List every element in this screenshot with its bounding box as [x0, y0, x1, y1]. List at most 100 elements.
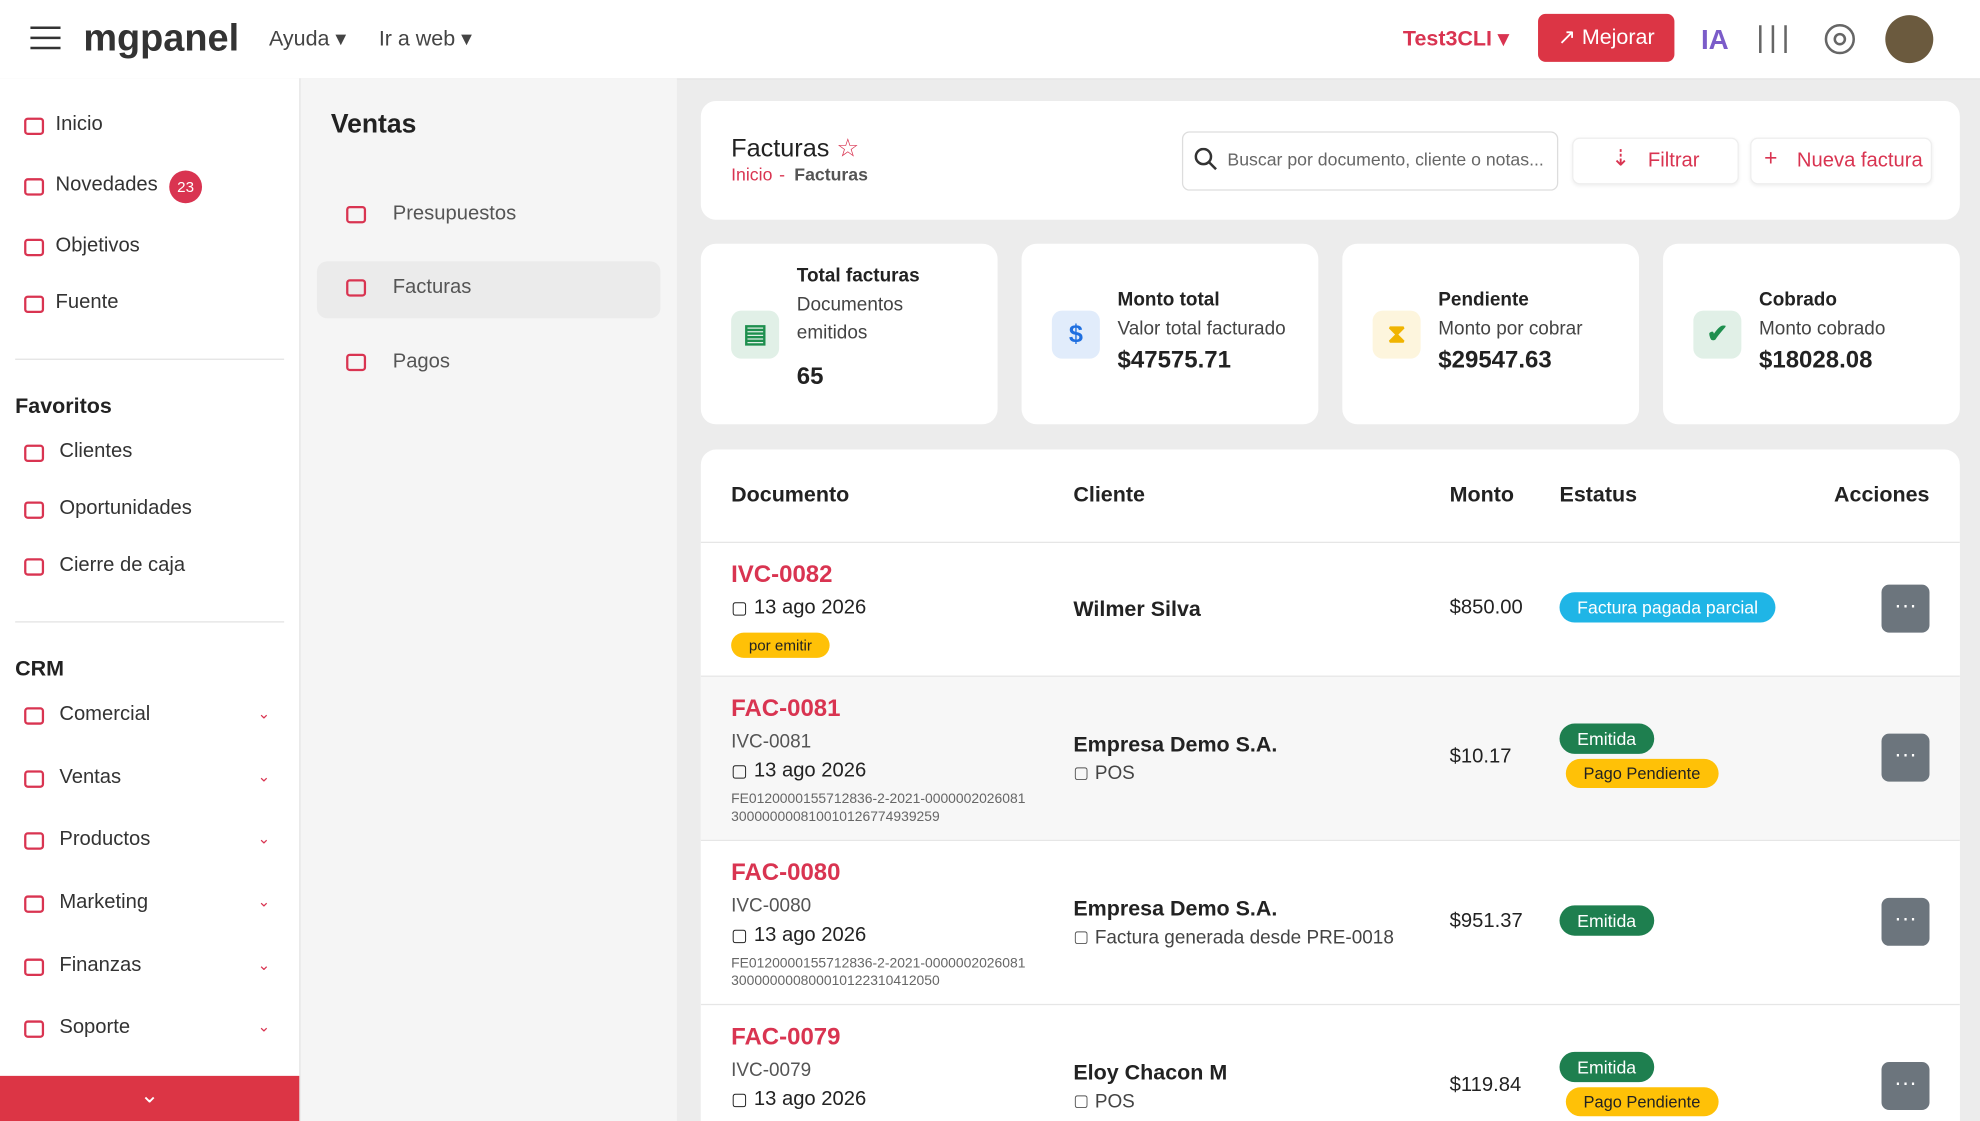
- nav-link[interactable]: Ir a web ▾: [378, 26, 472, 51]
- submenu-icon: [345, 351, 368, 380]
- search-placeholder: Buscar por documento, cliente o notas...: [1227, 149, 1544, 170]
- doc-ref: IVC-0081: [731, 731, 812, 753]
- section-title: Favoritos: [15, 393, 112, 418]
- sidebar-icon: [23, 893, 46, 922]
- breadcrumb[interactable]: Inicio: [731, 164, 773, 185]
- button-label[interactable]: Nueva factura: [1796, 150, 1923, 172]
- chevron: ⌄: [257, 829, 271, 848]
- client: Empresa Demo S.A.: [1073, 896, 1278, 921]
- sidebar-icon: [23, 1018, 46, 1047]
- settings[interactable]: [1755, 20, 1881, 58]
- button[interactable]: Filtrar ⇣: [1572, 137, 1739, 185]
- doc-date-icon: ▢: [731, 1088, 748, 1109]
- sidebar-item[interactable]: Cierre de caja: [59, 554, 186, 576]
- sidebar-item[interactable]: Inicio: [55, 113, 103, 136]
- doc-link[interactable]: FAC-0079: [731, 1024, 841, 1051]
- sidebar-item[interactable]: Novedades: [55, 174, 158, 196]
- sidebar-item[interactable]: Productos: [59, 828, 151, 850]
- sidebar-item[interactable]: Ventas: [59, 766, 122, 788]
- actions-button[interactable]: ···: [1881, 1061, 1930, 1110]
- sidebar-icon: [23, 705, 46, 734]
- doc-date: 13 ago 2026: [753, 924, 867, 946]
- actions-button[interactable]: ···: [1881, 733, 1930, 782]
- stat-value: $18028.08: [1759, 347, 1873, 374]
- sidebar-icon: [23, 115, 46, 144]
- column-header: Monto: [1449, 482, 1515, 507]
- account[interactable]: Test3CLI ▾: [1402, 26, 1509, 51]
- actions-button[interactable]: ···: [1881, 897, 1930, 946]
- section-title: CRM: [15, 656, 65, 681]
- actions-button[interactable]: ···: [1881, 584, 1930, 633]
- stat-subtitle: Monto cobrado: [1759, 318, 1886, 340]
- sidebar-item[interactable]: Fuente: [55, 291, 119, 314]
- submenu-item[interactable]: Presupuestos: [392, 203, 517, 225]
- amount: $119.84: [1449, 1074, 1522, 1097]
- nav-link[interactable]: Ayuda ▾: [268, 26, 347, 51]
- sidebar-icon: [23, 442, 46, 471]
- sidebar-item[interactable]: Soporte: [59, 1016, 131, 1038]
- fe-code: 300000000810010126774939259: [731, 809, 940, 825]
- stat-card: ▤ Total facturas Documentos emitidos 65: [700, 243, 998, 425]
- sidebar-item[interactable]: Oportunidades: [59, 497, 192, 519]
- column-header: Estatus: [1559, 482, 1638, 507]
- note: POS: [1094, 762, 1135, 785]
- stat-subtitle: Valor total facturado: [1117, 318, 1286, 340]
- client: Empresa Demo S.A.: [1073, 732, 1278, 757]
- status-pill: Emitida: [1559, 723, 1654, 754]
- sidebar-item[interactable]: Objetivos: [55, 234, 140, 257]
- brand: mgpanel: [83, 17, 240, 60]
- amount: $850.00: [1449, 597, 1523, 619]
- submenu-item[interactable]: Pagos: [392, 351, 451, 373]
- sidebar-item[interactable]: Marketing: [59, 891, 149, 913]
- sidebar-icon: [23, 499, 46, 528]
- chevron: ⌄: [257, 767, 271, 786]
- doc-ref: IVC-0079: [731, 1059, 812, 1081]
- upgrade-label[interactable]: Mejorar: [1581, 25, 1655, 50]
- stat-card: ⧗ Pendiente Monto por cobrar $29547.63: [1342, 243, 1640, 425]
- button-icon: +: [1764, 145, 1778, 171]
- upgrade-button[interactable]: ↗ Mejorar: [1538, 13, 1675, 62]
- client: Eloy Chacon M: [1073, 1060, 1228, 1085]
- stat-title: Total facturas: [796, 265, 920, 287]
- breadcrumb: Facturas: [794, 164, 868, 185]
- status-pill: Emitida: [1559, 905, 1654, 936]
- avatar[interactable]: [1885, 15, 1934, 64]
- stat-value: 65: [796, 363, 824, 391]
- doc-link[interactable]: FAC-0080: [731, 859, 841, 887]
- sidebar-icon: [23, 236, 46, 265]
- collapse-bar[interactable]: ⌄: [0, 1075, 300, 1121]
- button-icon: ⇣: [1611, 145, 1631, 171]
- chevron: ⌄: [257, 1017, 271, 1036]
- tag: por emitir: [731, 632, 830, 658]
- search-box[interactable]: [1181, 131, 1559, 191]
- stat-icon: $: [1051, 310, 1100, 359]
- amount: $951.37: [1449, 910, 1523, 932]
- doc-date: 13 ago 2026: [753, 760, 867, 782]
- column-header: Acciones: [1834, 482, 1930, 507]
- sidebar-icon: [23, 956, 46, 985]
- sidebar-item[interactable]: Finanzas: [59, 954, 142, 977]
- doc-date-icon: ▢: [731, 597, 748, 618]
- ai-button[interactable]: IA: [1700, 23, 1729, 56]
- note-icon: ▢: [1073, 762, 1089, 782]
- doc-ref: IVC-0080: [731, 895, 812, 917]
- submenu-item[interactable]: Facturas: [392, 276, 472, 299]
- sidebar-item[interactable]: Clientes: [59, 440, 133, 463]
- doc-link[interactable]: IVC-0082: [731, 561, 833, 589]
- stat-title: Monto total: [1117, 289, 1220, 311]
- sidebar-item[interactable]: Comercial: [59, 703, 151, 725]
- sidebar: [0, 78, 301, 1121]
- divider: [15, 358, 285, 360]
- doc-date-icon: ▢: [731, 760, 748, 781]
- sidebar-icon: [23, 768, 46, 797]
- chevron: ⌄: [257, 892, 271, 911]
- stat-card: ✔ Cobrado Monto cobrado $18028.08: [1663, 243, 1960, 425]
- fe-code: FE0120000155712836-2-2021-0000002026081: [731, 955, 1026, 972]
- status-pill: Pago Pendiente: [1565, 1087, 1719, 1117]
- breadcrumb-sep: -: [779, 164, 786, 185]
- menu-button[interactable]: [30, 25, 61, 50]
- button[interactable]: Nueva factura +: [1750, 137, 1933, 185]
- doc-link[interactable]: FAC-0081: [731, 695, 841, 723]
- stat-value: $29547.63: [1438, 347, 1552, 374]
- button-label[interactable]: Filtrar: [1647, 150, 1700, 172]
